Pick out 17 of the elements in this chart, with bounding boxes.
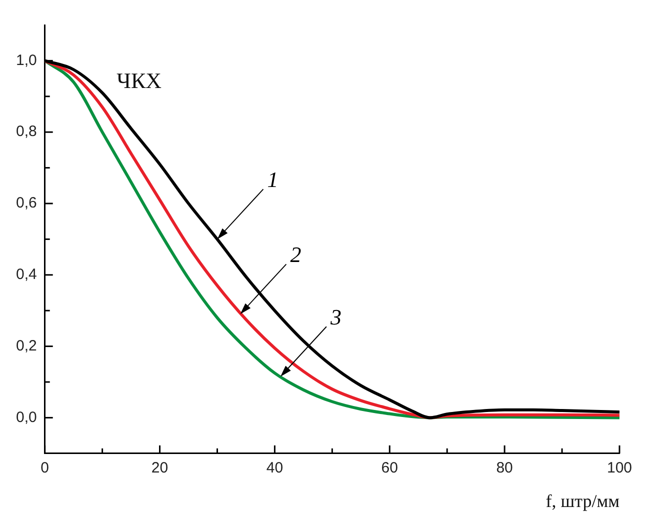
- x-tick-label: 80: [496, 460, 513, 477]
- y-tick-label: 0,4: [16, 266, 37, 284]
- x-tick-label: 60: [381, 460, 398, 477]
- annotation: 1: [267, 166, 278, 192]
- y-tick-label: 0,2: [16, 337, 37, 354]
- x-tick-label: 20: [151, 460, 168, 477]
- y-tick-label: 0,8: [16, 123, 37, 140]
- x-axis-title: f, штр/мм: [546, 490, 620, 511]
- x-tick-label: 100: [606, 460, 632, 477]
- x-tick-label: 0: [40, 460, 50, 477]
- annotation: 3: [329, 304, 342, 330]
- annotation: 2: [290, 242, 302, 267]
- annotation: ЧКХ: [116, 68, 162, 93]
- x-tick-label: 40: [266, 460, 284, 477]
- y-tick-label: 0,6: [16, 194, 37, 212]
- y-tick-label: 1,0: [16, 52, 37, 69]
- y-tick-label: 0,0: [16, 408, 37, 426]
